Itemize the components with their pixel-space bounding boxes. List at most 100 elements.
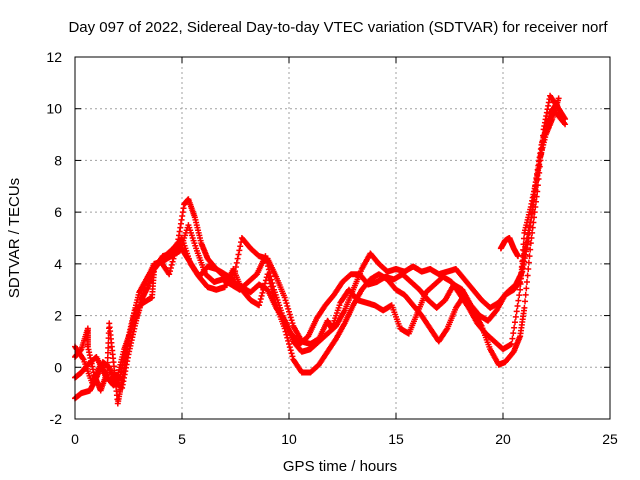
data-point — [206, 265, 209, 268]
data-point — [512, 288, 515, 291]
data-point — [187, 198, 190, 201]
data-point — [392, 278, 396, 281]
data-point — [429, 327, 432, 330]
data-point — [332, 293, 336, 297]
data-point — [298, 342, 301, 346]
data-point — [360, 267, 363, 271]
data-point — [309, 342, 312, 346]
x-tick-label: 0 — [71, 431, 79, 447]
data-point — [488, 347, 492, 351]
data-point — [433, 283, 436, 286]
y-tick-label: 6 — [54, 204, 62, 220]
data-point — [238, 288, 241, 291]
data-point — [381, 309, 385, 312]
data-point — [80, 347, 83, 351]
data-point — [563, 123, 567, 126]
data-point — [390, 304, 393, 307]
data-point — [501, 347, 505, 351]
data-point — [508, 236, 511, 240]
axis-ticks: 0 5 10 15 20 25 -2 0 2 4 6 8 10 12 — [46, 49, 618, 447]
data-point — [116, 373, 120, 377]
data-point — [529, 241, 533, 245]
data-point — [446, 270, 449, 273]
data-point — [437, 340, 440, 343]
series-markers — [72, 92, 569, 402]
data-point — [223, 285, 226, 289]
data-point — [108, 366, 111, 369]
data-point — [373, 304, 376, 307]
data-point — [204, 273, 207, 276]
series-track-c — [72, 108, 569, 389]
data-point — [152, 262, 156, 266]
data-point — [292, 340, 295, 343]
data-point — [478, 314, 481, 317]
data-point — [257, 283, 261, 286]
series-track-b — [72, 92, 569, 402]
series-markers — [72, 108, 569, 389]
data-point — [82, 358, 85, 361]
data-point — [86, 327, 90, 330]
data-point — [326, 350, 329, 353]
data-point — [108, 322, 111, 325]
data-point — [167, 273, 171, 276]
data-point — [272, 288, 276, 291]
y-tick-label: 2 — [54, 308, 62, 324]
data-point — [499, 247, 503, 250]
data-point — [343, 322, 346, 325]
y-tick-label: 12 — [46, 49, 62, 65]
x-tick-label: 15 — [388, 431, 404, 447]
y-tick-label: 10 — [46, 101, 62, 117]
data-point — [161, 260, 164, 263]
data-point — [386, 270, 389, 273]
data-point — [86, 345, 90, 348]
data-point — [187, 223, 190, 227]
data-point — [249, 291, 252, 294]
data-point — [150, 296, 154, 299]
data-point — [548, 94, 552, 97]
data-point — [493, 340, 496, 343]
data-point — [197, 275, 201, 278]
data-point — [249, 247, 252, 250]
data-point — [403, 293, 406, 297]
data-point — [446, 327, 449, 330]
data-point — [454, 267, 458, 271]
data-point — [531, 208, 535, 211]
x-tick-label: 25 — [602, 431, 618, 447]
y-tick-label: 4 — [54, 256, 62, 272]
data-point — [369, 252, 372, 255]
data-point — [247, 280, 250, 284]
data-point — [366, 283, 370, 286]
plot-frame — [74, 56, 611, 420]
data-point — [418, 288, 421, 291]
x-tick-label: 20 — [495, 431, 511, 447]
data-point — [127, 353, 130, 356]
data-point — [138, 291, 141, 294]
data-point — [523, 249, 526, 253]
data-point — [339, 301, 342, 304]
data-point — [454, 306, 458, 310]
data-point — [309, 371, 312, 374]
data-point — [274, 306, 278, 310]
data-point — [255, 273, 259, 276]
data-point — [426, 298, 430, 302]
data-point — [450, 280, 453, 284]
data-point — [486, 319, 490, 322]
data-point — [123, 347, 126, 351]
data-point — [463, 278, 466, 281]
data-point — [266, 288, 269, 291]
data-point — [343, 309, 346, 312]
data-point — [300, 350, 304, 353]
data-point — [274, 275, 278, 278]
data-point — [281, 314, 284, 317]
data-point — [212, 280, 216, 284]
data-point — [444, 298, 447, 302]
data-series — [72, 92, 569, 407]
chart-title: Day 097 of 2022, Sidereal Day-to-day VTE… — [68, 19, 608, 36]
data-point — [503, 360, 507, 364]
data-point — [112, 360, 115, 364]
data-point — [108, 379, 111, 382]
data-point — [221, 278, 224, 281]
data-point — [518, 335, 522, 338]
data-point — [120, 386, 124, 390]
